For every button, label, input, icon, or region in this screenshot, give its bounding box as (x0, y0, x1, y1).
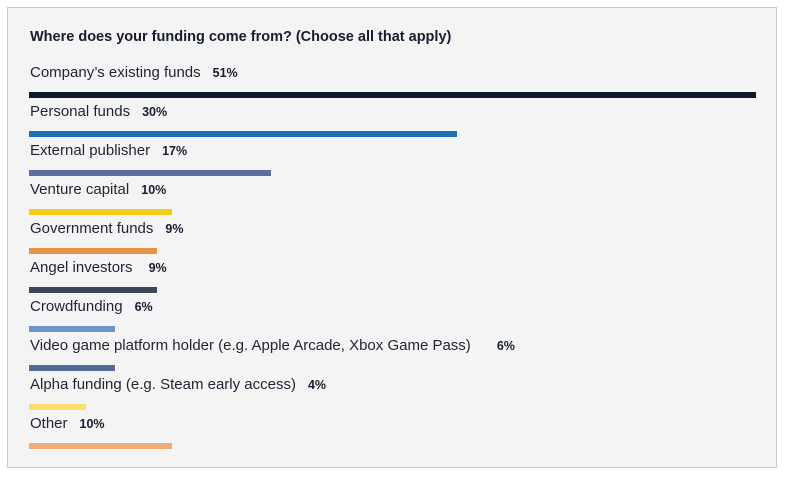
value-label: 6% (134, 300, 153, 314)
bar (29, 365, 115, 371)
bar-label-line: Angel investors 9% (30, 259, 167, 279)
bar-label-line: Venture capital 10% (30, 181, 166, 201)
bar-track (29, 248, 756, 254)
value-label: 9% (165, 222, 184, 236)
bar-track (29, 326, 756, 332)
bar-track (29, 170, 756, 176)
bar-row: Crowdfunding 6% (29, 298, 759, 337)
value-label: 4% (307, 378, 327, 392)
bar (29, 326, 115, 332)
value-label: 9% (148, 261, 167, 275)
value-label: 10% (141, 183, 167, 197)
category-label: Video game platform holder (e.g. Apple A… (30, 337, 471, 354)
bar-label-line: External publisher 17% (30, 142, 187, 162)
bar (29, 248, 157, 254)
bar-row: Alpha funding (e.g. Steam early access) 4… (29, 376, 759, 415)
bar-row: Video game platform holder (e.g. Apple A… (29, 337, 759, 376)
chart-panel: Where does your funding come from? (Choo… (7, 7, 777, 468)
bar-track (29, 92, 756, 98)
category-label: Venture capital (30, 181, 130, 198)
bar (29, 287, 157, 293)
bar-row: External publisher 17% (29, 142, 759, 181)
bar-row: Government funds 9% (29, 220, 759, 259)
category-label: Company’s existing funds (30, 64, 201, 81)
value-label: 30% (142, 105, 168, 119)
bar-label-line: Video game platform holder (e.g. Apple A… (30, 337, 515, 357)
bar-row: Company’s existing funds 51% (29, 64, 759, 103)
value-label: 6% (496, 339, 515, 353)
bar-label-line: Alpha funding (e.g. Steam early access) 4… (30, 376, 326, 396)
category-label: Angel investors (30, 259, 133, 276)
value-label: 10% (79, 417, 105, 431)
bar-track (29, 131, 756, 137)
bar-label-line: Company’s existing funds 51% (30, 64, 238, 84)
bar-label-line: Personal funds 30% (30, 103, 167, 123)
category-label: Crowdfunding (30, 298, 123, 315)
category-label: Personal funds (30, 103, 131, 120)
bar-label-line: Crowdfunding 6% (30, 298, 153, 318)
bar-list: Company’s existing funds 51% Personal fund… (29, 64, 759, 454)
bar-track (29, 209, 756, 215)
category-label: External publisher (30, 142, 151, 159)
bar-track (29, 404, 756, 410)
bar-label-line: Other 10% (30, 415, 105, 435)
bar (29, 131, 457, 137)
category-label: Other (30, 415, 68, 432)
chart-title: Where does your funding come from? (Choo… (30, 29, 452, 45)
bar-track (29, 443, 756, 449)
bar-row: Personal funds 30% (29, 103, 759, 142)
bar-label-line: Government funds 9% (30, 220, 183, 240)
bar (29, 404, 86, 410)
bar (29, 443, 172, 449)
bar-track (29, 287, 756, 293)
bar-track (29, 365, 756, 371)
bar-row: Other 10% (29, 415, 759, 454)
value-label: 17% (162, 144, 188, 158)
bar (29, 170, 271, 176)
bar-row: Venture capital 10% (29, 181, 759, 220)
category-label: Alpha funding (e.g. Steam early access) (30, 376, 296, 393)
bar-row: Angel investors 9% (29, 259, 759, 298)
bar (29, 209, 172, 215)
value-label: 51% (212, 66, 238, 80)
bar (29, 92, 756, 98)
category-label: Government funds (30, 220, 154, 237)
